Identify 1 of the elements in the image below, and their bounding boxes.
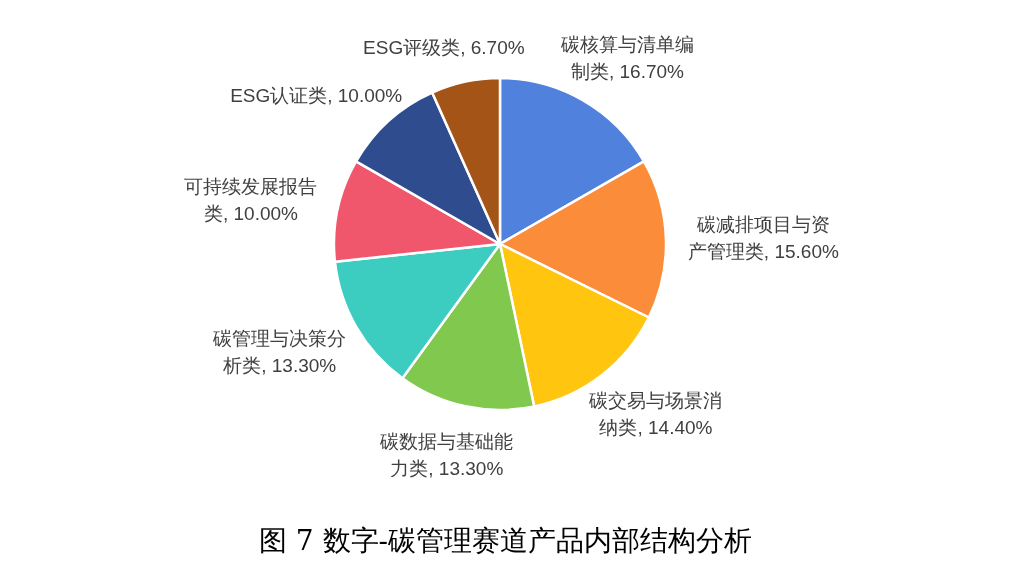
title: 图 7 数字-碳管理赛道产品内部结构分析 (258, 524, 753, 557)
